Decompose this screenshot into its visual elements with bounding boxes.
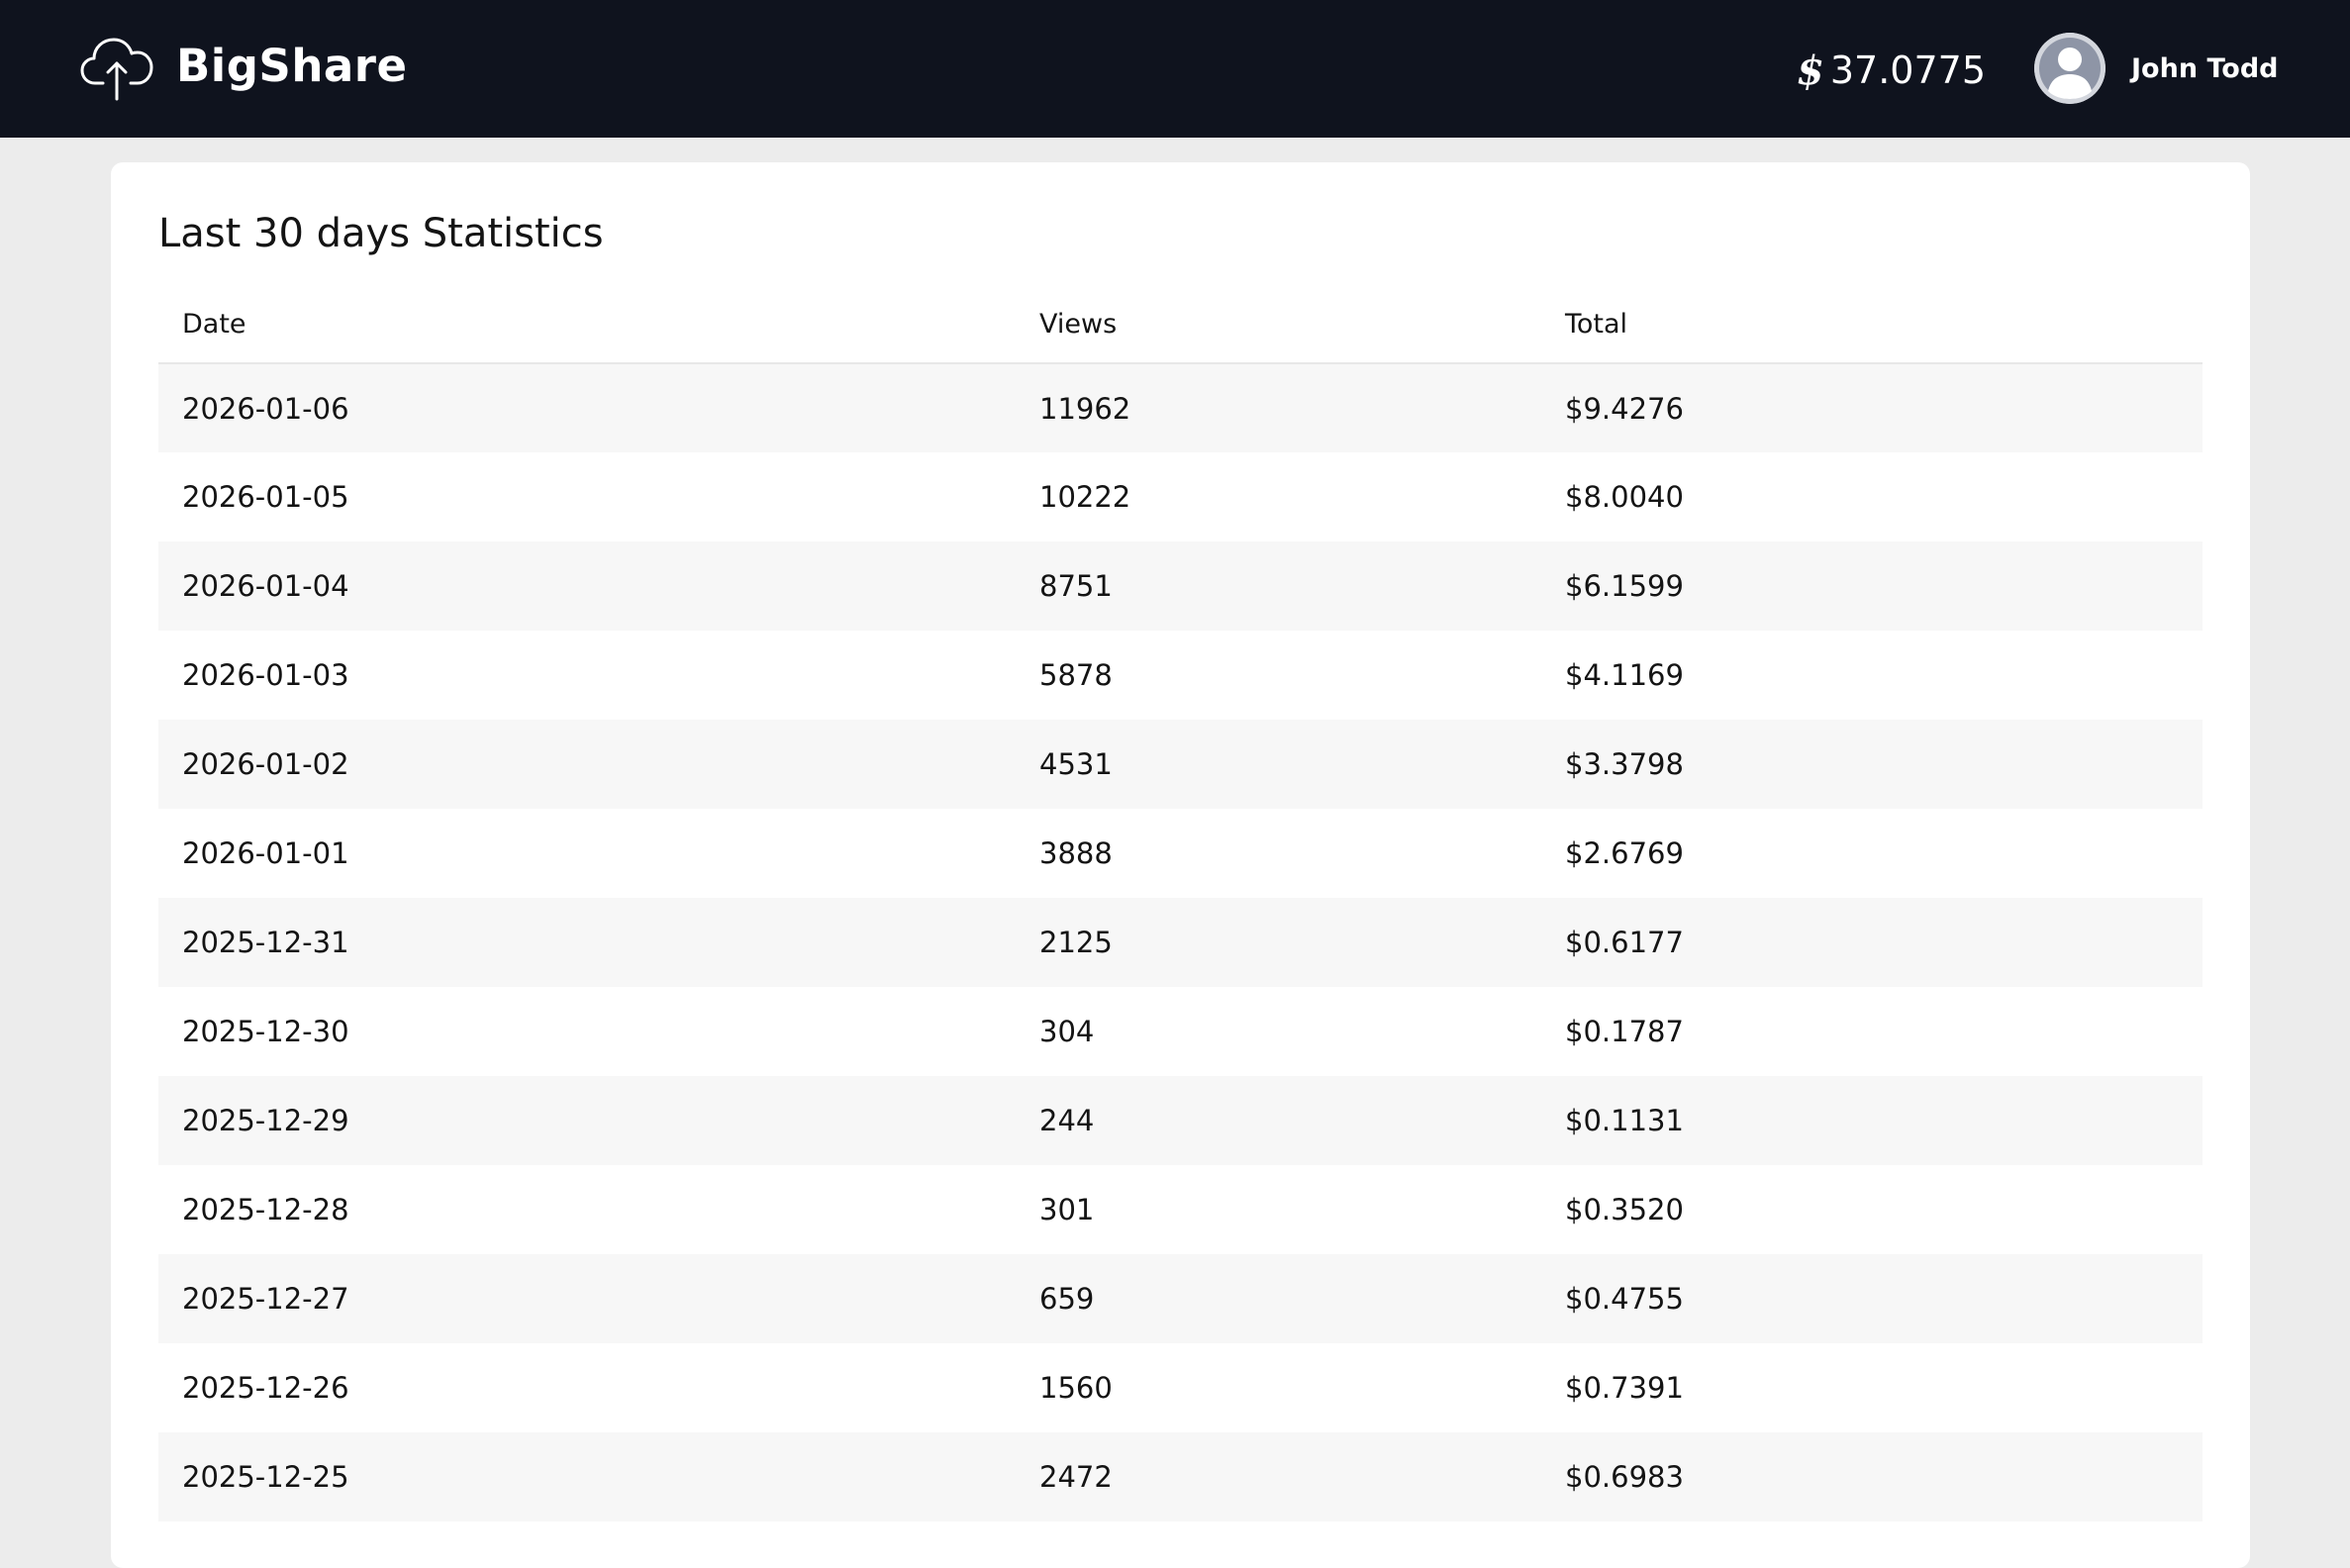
table-row: 2026-01-02 4531 $3.3798 [158, 720, 2203, 809]
cell-total: $6.1599 [1541, 541, 2203, 631]
table-row: 2025-12-25 2472 $0.6983 [158, 1432, 2203, 1521]
cell-views: 304 [1039, 1015, 1095, 1048]
table-row: 2026-01-06 11962 $9.4276 [158, 363, 2203, 452]
cell-date: 2026-01-02 [158, 720, 1016, 809]
cell-views: 3888 [1039, 836, 1113, 870]
cell-views: 5878 [1039, 658, 1113, 692]
user-avatar-icon [2034, 33, 2105, 104]
brand-logo[interactable]: BigShare [79, 32, 407, 101]
cell-views: 10222 [1039, 480, 1131, 514]
top-header: BigShare $ 37.0775 John Todd [0, 0, 2350, 138]
currency-symbol: $ [1797, 47, 1824, 94]
table-row: 2025-12-31 2125 $0.6177 [158, 898, 2203, 987]
table-row: 2026-01-01 3888 $2.6769 [158, 809, 2203, 898]
cell-total: $0.7391 [1565, 1371, 1684, 1405]
account-balance: $ 37.0775 [1797, 36, 1986, 105]
cell-date: 2026-01-01 [182, 836, 349, 870]
column-header-total: Total [1541, 286, 2203, 364]
cell-views: 659 [1016, 1254, 1541, 1343]
table-row: 2025-12-28 301 $0.3520 [158, 1165, 2203, 1254]
cell-date: 2025-12-27 [158, 1254, 1016, 1343]
cell-total: $0.1131 [1541, 1076, 2203, 1165]
statistics-table: Date Views Total 2026-01-06 11962 $9.427… [158, 286, 2203, 1521]
cell-total: $9.4276 [1541, 363, 2203, 452]
table-row: 2025-12-29 244 $0.1131 [158, 1076, 2203, 1165]
cell-total: $0.3520 [1565, 1193, 1684, 1226]
cell-total: $2.6769 [1565, 836, 1684, 870]
cell-total: $0.6983 [1541, 1432, 2203, 1521]
table-row: 2025-12-30 304 $0.1787 [158, 987, 2203, 1076]
balance-amount: 37.0775 [1829, 49, 1986, 92]
cell-views: 4531 [1016, 720, 1541, 809]
cell-views: 244 [1016, 1076, 1541, 1165]
cell-total: $4.1169 [1565, 658, 1684, 692]
cell-date: 2026-01-05 [182, 480, 349, 514]
cell-total: $0.1787 [1565, 1015, 1684, 1048]
cell-date: 2026-01-04 [158, 541, 1016, 631]
cell-date: 2025-12-31 [158, 898, 1016, 987]
cell-views: 11962 [1016, 363, 1541, 452]
cell-views: 2472 [1016, 1432, 1541, 1521]
table-row: 2026-01-03 5878 $4.1169 [158, 631, 2203, 720]
cell-date: 2025-12-28 [182, 1193, 349, 1226]
cell-total: $8.0040 [1565, 480, 1684, 514]
cloud-upload-icon [80, 38, 153, 101]
table-row: 2025-12-26 1560 $0.7391 [158, 1343, 2203, 1432]
cell-date: 2025-12-29 [158, 1076, 1016, 1165]
statistics-card: Last 30 days Statistics Date Views Total… [111, 162, 2250, 1568]
table-row: 2026-01-04 8751 $6.1599 [158, 541, 2203, 631]
cell-date: 2025-12-25 [158, 1432, 1016, 1521]
cell-total: $0.4755 [1541, 1254, 2203, 1343]
cell-total: $0.6177 [1541, 898, 2203, 987]
cell-date: 2025-12-30 [182, 1015, 349, 1048]
cell-views: 1560 [1039, 1371, 1113, 1405]
cell-date: 2026-01-03 [182, 658, 349, 692]
cell-date: 2025-12-26 [182, 1371, 349, 1405]
page-title: Last 30 days Statistics [158, 211, 604, 256]
brand-name: BigShare [176, 40, 408, 92]
cell-views: 301 [1039, 1193, 1095, 1226]
table-row: 2026-01-05 10222 $8.0040 [158, 452, 2203, 541]
cell-views: 8751 [1016, 541, 1541, 631]
cell-views: 2125 [1016, 898, 1541, 987]
user-name: John Todd [2131, 52, 2279, 84]
column-header-date: Date [158, 286, 1016, 364]
table-header-row: Date Views Total [158, 286, 2203, 364]
column-header-views: Views [1016, 286, 1541, 364]
cell-total: $3.3798 [1541, 720, 2203, 809]
cell-date: 2026-01-06 [158, 363, 1016, 452]
user-menu[interactable]: John Todd [2034, 33, 2278, 104]
table-row: 2025-12-27 659 $0.4755 [158, 1254, 2203, 1343]
